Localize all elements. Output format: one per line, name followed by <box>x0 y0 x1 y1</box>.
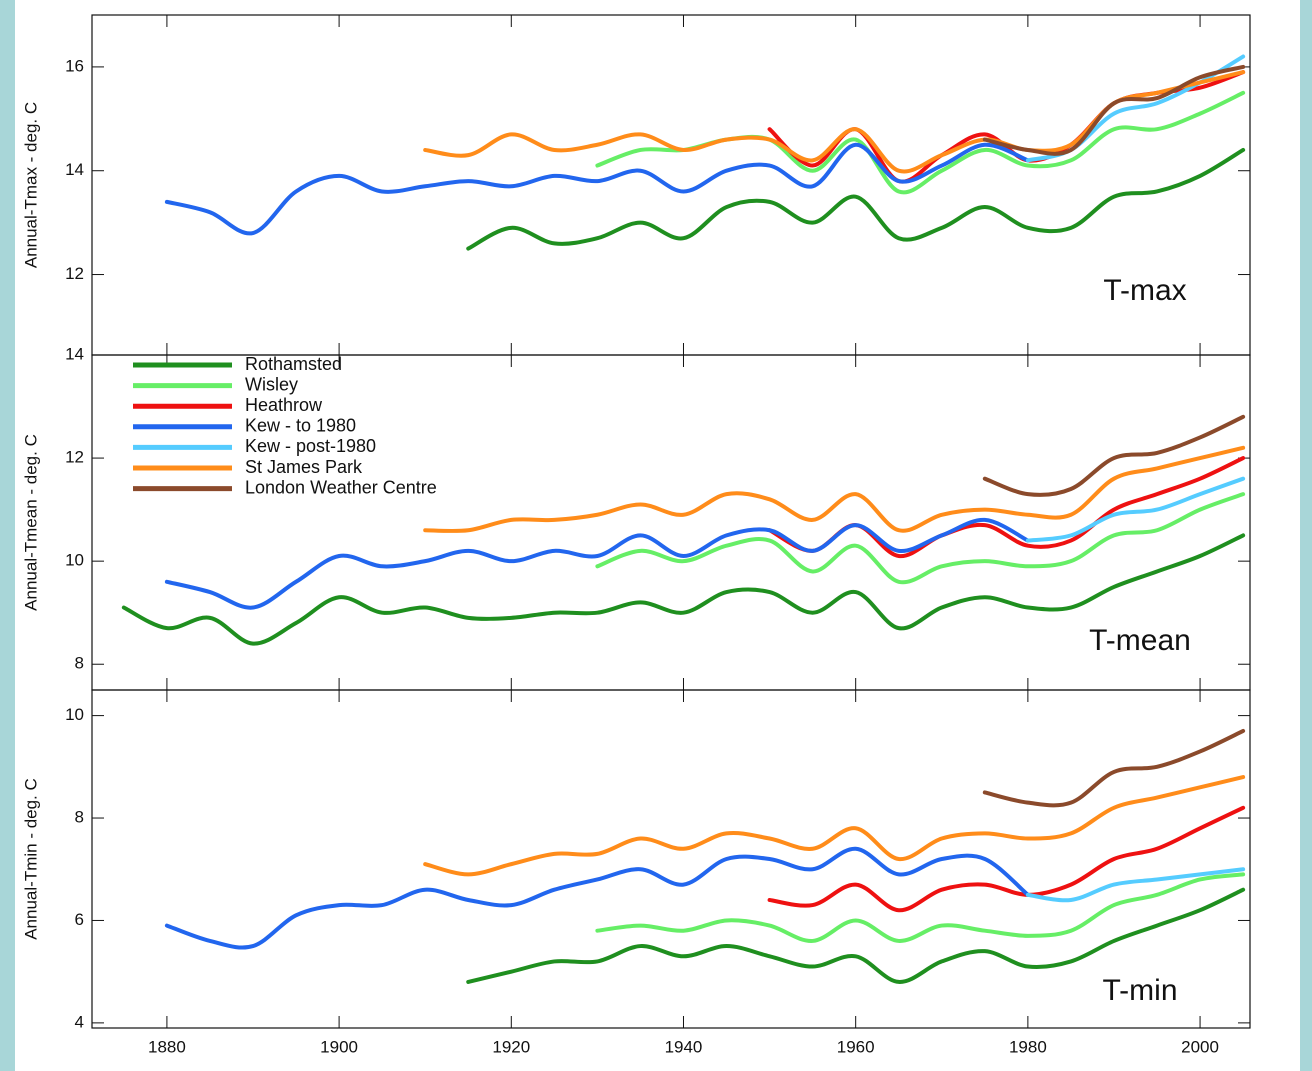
series-line <box>164 517 1030 610</box>
series-line <box>423 445 1246 533</box>
panel-label: T-min <box>1103 974 1178 1007</box>
legend-label: Kew - post-1980 <box>245 436 376 456</box>
y-tick-label: 14 <box>65 344 84 363</box>
legend-label: Heathrow <box>245 395 323 415</box>
series-line <box>423 775 1246 877</box>
x-tick-label: 1980 <box>1009 1037 1047 1056</box>
y-axis-label: Annual-Tmean - deg. C <box>21 434 40 611</box>
y-axis-label: Annual-Tmin - deg. C <box>21 778 40 940</box>
y-tick-label: 4 <box>75 1012 84 1031</box>
series-line <box>1025 867 1246 903</box>
legend-label: St James Park <box>245 457 363 477</box>
y-tick-label: 10 <box>65 551 84 570</box>
x-tick-label: 1880 <box>148 1037 186 1056</box>
series-line <box>1025 476 1246 543</box>
panel-label: T-mean <box>1089 624 1191 657</box>
y-tick-label: 8 <box>75 654 84 673</box>
series-line <box>466 147 1246 251</box>
y-tick-label: 10 <box>65 705 84 724</box>
series-line <box>767 805 1246 913</box>
series-line <box>466 887 1246 984</box>
series-line <box>164 846 1030 950</box>
x-tick-label: 1920 <box>492 1037 530 1056</box>
legend-label: Rothamsted <box>245 354 342 374</box>
y-tick-label: 14 <box>65 160 84 179</box>
legend-label: London Weather Centre <box>245 477 437 497</box>
legend-label: Wisley <box>245 374 298 394</box>
x-tick-label: 2000 <box>1181 1037 1219 1056</box>
legend-label: Kew - to 1980 <box>245 416 356 436</box>
y-tick-label: 12 <box>65 264 84 283</box>
series-line <box>982 414 1246 497</box>
series-line <box>164 142 1030 236</box>
panel-label: T-max <box>1103 274 1186 307</box>
y-tick-label: 12 <box>65 448 84 467</box>
series-line <box>595 872 1246 943</box>
series-line <box>982 728 1246 808</box>
series-line <box>121 533 1246 646</box>
series-line <box>982 64 1246 156</box>
x-tick-label: 1940 <box>665 1037 703 1056</box>
plot-frame <box>91 689 1251 1029</box>
series-line <box>595 492 1246 585</box>
y-tick-label: 16 <box>65 56 84 75</box>
y-tick-label: 8 <box>75 808 84 827</box>
y-axis-label: Annual-Tmax - deg. C <box>21 102 40 268</box>
x-tick-label: 1900 <box>320 1037 358 1056</box>
x-tick-label: 1960 <box>837 1037 875 1056</box>
y-tick-label: 6 <box>75 910 84 929</box>
